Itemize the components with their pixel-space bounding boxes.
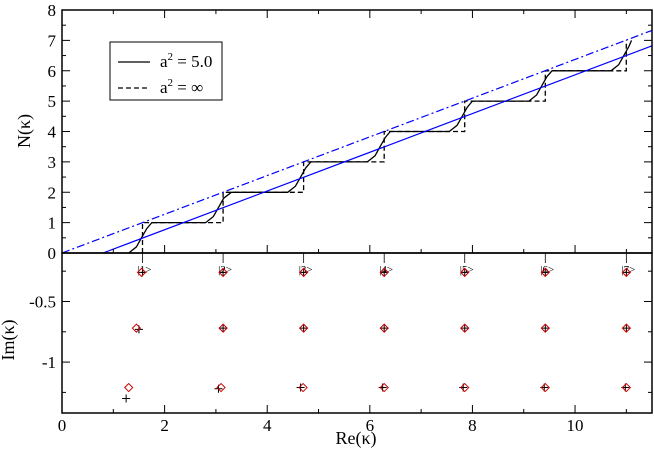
bottom-axes: -1 -0.5 0 2 4 6 8 10 bbox=[29, 270, 652, 435]
scatter-point-diamond bbox=[621, 323, 632, 333]
scatter-point-plus bbox=[541, 268, 550, 277]
scatter-point-diamond bbox=[621, 267, 632, 278]
scatter-point-diamond bbox=[379, 323, 389, 333]
top-y-tick-label: 1 bbox=[48, 214, 57, 233]
scatter-point-plus bbox=[460, 268, 469, 277]
x-tick-label: 0 bbox=[58, 416, 67, 435]
scatter-point-plus bbox=[380, 268, 389, 277]
top-series-line-0 bbox=[128, 40, 633, 254]
top-y-tick-label: 0 bbox=[48, 244, 57, 263]
scatter-point-diamond bbox=[298, 382, 308, 393]
scatter-point-plus bbox=[622, 268, 631, 277]
top-series-line-3 bbox=[61, 29, 653, 254]
top-y-tick-label: 7 bbox=[48, 31, 57, 50]
scatter-point-diamond bbox=[379, 382, 389, 393]
scatter-point-diamond bbox=[298, 267, 309, 278]
scatter-point-diamond bbox=[460, 267, 470, 278]
scatter-point-plus bbox=[296, 383, 305, 392]
scatter-point-plus bbox=[622, 324, 631, 333]
top-data-layer bbox=[61, 29, 653, 254]
scatter-point-diamond bbox=[379, 267, 389, 278]
x-tick-label: 6 bbox=[366, 416, 375, 435]
scatter-point-plus bbox=[219, 268, 228, 277]
scatter-point-diamond bbox=[136, 267, 147, 278]
x-tick-label: 2 bbox=[160, 416, 169, 435]
scatter-point-diamond bbox=[460, 382, 470, 393]
bottom-data-layer: |1> |2> |3> |4> |5> |6> |7> bbox=[122, 253, 635, 403]
scatter-point-diamond bbox=[131, 323, 142, 333]
x-axis-label: Re(κ) bbox=[335, 428, 376, 449]
x-tick-label: 4 bbox=[263, 416, 272, 435]
scatter-point-plus bbox=[122, 394, 131, 403]
legend: a2 = 5.0 a2 = ∞ bbox=[109, 41, 223, 101]
scatter-point-plus bbox=[219, 324, 228, 333]
scatter-point-diamond bbox=[621, 382, 632, 393]
legend-label-dashed: a2 = ∞ bbox=[160, 77, 203, 97]
bottom-y-tick-label: -1 bbox=[42, 353, 56, 372]
scatter-point-plus bbox=[380, 324, 389, 333]
top-y-tick-label: 4 bbox=[48, 123, 57, 142]
scatter-point-diamond bbox=[298, 323, 309, 333]
top-y-tick-label: 5 bbox=[48, 92, 57, 111]
scatter-point-plus bbox=[299, 268, 308, 277]
top-y-tick-label: 3 bbox=[48, 153, 57, 172]
scatter-point-plus bbox=[460, 324, 469, 333]
bottom-y-axis-label: Im(κ) bbox=[0, 319, 19, 360]
scatter-point-diamond bbox=[540, 267, 550, 278]
x-tick-label: 8 bbox=[468, 416, 477, 435]
legend-label-solid: a2 = 5.0 bbox=[160, 51, 212, 71]
bottom-plot: |1> |2> |3> |4> |5> |6> |7> -1 -0.5 0 2 4 6 8 10 Im(κ… bbox=[0, 252, 653, 449]
scatter-point-diamond bbox=[123, 382, 134, 393]
scatter-point-diamond bbox=[216, 382, 226, 393]
state-label: |1> bbox=[138, 264, 152, 276]
top-y-tick-label: 2 bbox=[48, 183, 57, 202]
bottom-y-tick-label: -0.5 bbox=[29, 292, 56, 311]
x-tick-label: 10 bbox=[567, 416, 584, 435]
legend-box bbox=[109, 41, 223, 101]
top-y-tick-label: 8 bbox=[48, 1, 57, 20]
top-y-tick-label: 6 bbox=[48, 62, 57, 81]
scatter-point-diamond bbox=[460, 323, 470, 333]
scatter-point-diamond bbox=[540, 382, 550, 393]
scatter-point-plus bbox=[541, 324, 550, 333]
scatter-point-plus bbox=[299, 324, 308, 333]
bottom-plot-frame bbox=[61, 252, 653, 414]
top-y-axis-label: N(κ) bbox=[14, 114, 35, 148]
scatter-point-diamond bbox=[218, 267, 228, 278]
top-series-line-2 bbox=[102, 45, 653, 254]
scatter-point-diamond bbox=[540, 323, 550, 333]
scatter-point-diamond bbox=[218, 323, 228, 333]
